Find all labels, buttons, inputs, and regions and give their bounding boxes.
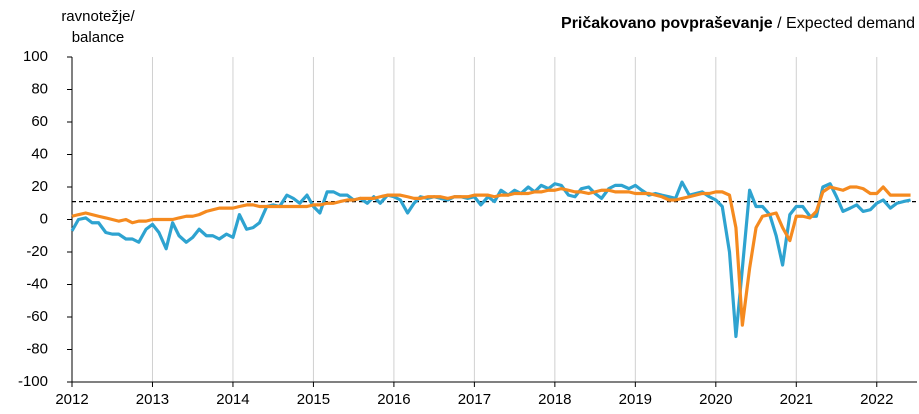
x-tick-label: 2019 — [619, 391, 652, 408]
title-regular: / Expected demand — [773, 15, 915, 32]
y-tick-label: 100 — [23, 48, 48, 65]
y-tick-label: 60 — [31, 113, 48, 130]
x-tick-label: 2020 — [699, 391, 732, 408]
x-tick-label: 2021 — [780, 391, 813, 408]
y-tick-label: -60 — [26, 308, 48, 325]
y-tick-label: -40 — [26, 275, 48, 292]
y-tick-label: 80 — [31, 80, 48, 97]
x-tick-label: 2015 — [297, 391, 330, 408]
x-tick-label: 2022 — [860, 391, 893, 408]
y-axis-label: ravnotežje/ — [61, 8, 135, 25]
title-bold: Pričakovano povpraševanje — [561, 15, 773, 32]
y-tick-label: 20 — [31, 178, 48, 195]
y-tick-label: -100 — [18, 373, 48, 390]
y-tick-label: -80 — [26, 340, 48, 357]
chart-title: Pričakovano povpraševanje / Expected dem… — [561, 15, 915, 32]
x-tick-label: 2017 — [458, 391, 491, 408]
x-tick-label: 2016 — [377, 391, 410, 408]
x-tick-label: 2014 — [216, 391, 249, 408]
x-tick-label: 2018 — [538, 391, 571, 408]
y-tick-label: 0 — [40, 210, 48, 227]
series-line — [70, 180, 911, 339]
series-line — [71, 185, 911, 327]
x-tick-label: 2013 — [136, 391, 169, 408]
x-tick-label: 2012 — [55, 391, 88, 408]
y-tick-label: 40 — [31, 145, 48, 162]
y-axis-label: balance — [72, 29, 125, 46]
y-tick-label: -20 — [26, 243, 48, 260]
